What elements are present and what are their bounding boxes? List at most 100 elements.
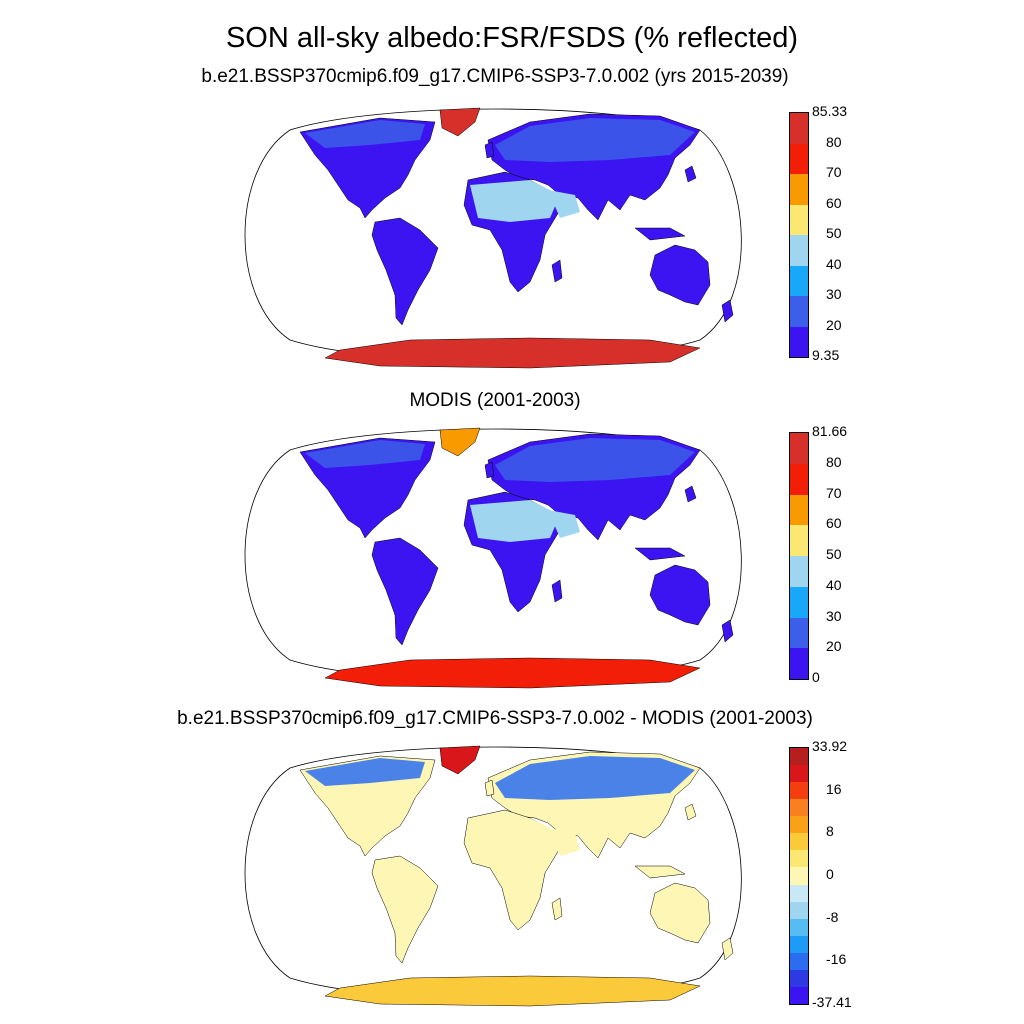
new-zealand [721,299,734,323]
colorbar-swatch [790,586,808,618]
colorbar-swatch [790,918,808,936]
colorbar-tick-label: 70 [826,484,842,501]
colorbar-tick-label: 50 [826,546,842,562]
colorbar-tick-label: 30 [826,607,842,624]
colorbar-swatch [790,884,808,902]
antarctica [324,657,701,689]
colorbar-panel-1 [789,112,809,358]
arabian-desert [548,510,580,538]
colorbar-tick-label: 85.33 [812,103,848,119]
indonesia [634,865,686,879]
colorbar-tick-label: 80 [826,133,842,150]
colorbar-tick-label: 70 [826,164,842,180]
colorbar-swatch [790,850,808,868]
colorbar-swatch [790,235,808,266]
sahara-desert [470,180,560,222]
colorbar-swatch [790,174,808,205]
map-panel-1 [244,107,742,369]
high-latitude-north-america [305,440,425,468]
high-latitude-eurasia [495,438,695,482]
colorbar-swatch [790,617,808,649]
indonesia [634,547,686,561]
colorbar-swatch [790,986,808,1004]
colorbar-tick-label: 16 [826,780,842,797]
high-latitude-north-america [305,120,425,148]
colorbar-tick-label: -37.41 [812,994,852,1010]
colorbar-tick-label: -16 [826,951,847,968]
arabian-desert [548,190,580,218]
new-zealand [721,619,734,643]
map-panel-2 [244,427,742,689]
indonesia [634,227,686,241]
arabian-desert [548,828,580,856]
colorbar-swatch [790,204,808,235]
colorbar-swatch [790,556,808,587]
colorbar-swatch [790,143,808,174]
sahara-desert [470,500,560,542]
high-latitude-eurasia [495,118,695,162]
colorbar-swatch [790,782,808,800]
colorbar-swatch [790,326,808,357]
great-britain [484,141,495,159]
colorbar-panel-3 [789,747,809,1005]
madagascar [551,897,563,921]
colorbar-tick-label: 60 [826,515,842,532]
colorbar-swatch [790,816,808,834]
sahara-desert [470,818,560,860]
great-britain [484,461,495,479]
colorbar-swatch [790,463,808,495]
colorbar-tick-label: 20 [826,316,842,333]
colorbar-tick-label: 50 [826,225,842,241]
colorbar-tick-label: 40 [826,255,842,272]
greenland [439,107,481,137]
madagascar [551,579,563,603]
map-panel-3 [244,745,742,1007]
south-america [371,855,439,964]
colorbar-tick-label: 33.92 [812,738,848,754]
colorbar-swatch [790,969,808,987]
colorbar-swatch [790,296,808,327]
colorbar-swatch [790,494,808,526]
colorbar-swatch [790,935,808,953]
colorbar-swatch [790,525,808,556]
colorbar-swatch [790,867,808,885]
panel-1-title: b.e21.BSSP370cmip6.f09_g17.CMIP6-SSP3-7.… [201,66,789,87]
colorbar-swatch [790,799,808,817]
south-america [371,537,439,646]
colorbar-swatch [790,748,808,766]
antarctica [324,337,701,369]
colorbar-swatch [790,833,808,851]
colorbar-tick-label: 20 [826,638,842,655]
colorbar-swatch [790,952,808,970]
colorbar-swatch [790,433,808,464]
greenland [439,427,481,457]
great-britain [484,779,495,797]
main-title: SON all-sky albedo:FSR/FSDS (% reflected… [225,22,799,54]
colorbar-tick-label: 60 [826,194,842,211]
colorbar-swatch [790,113,808,144]
madagascar [551,259,563,283]
colorbar-tick-label: 0 [812,669,820,685]
south-america [371,217,439,326]
colorbar-tick-label: 9.35 [812,347,840,363]
high-latitude-eurasia [495,756,695,800]
panel-3-title: b.e21.BSSP370cmip6.f09_g17.CMIP6-SSP3-7.… [177,708,813,729]
colorbar-panel-2 [789,432,809,680]
colorbar-swatch [790,901,808,919]
colorbar-swatch [790,765,808,783]
colorbar-swatch [790,648,808,679]
colorbar-tick-label: 40 [826,576,842,593]
australia [649,564,711,626]
high-latitude-north-america [305,758,425,786]
panel-2-title: MODIS (2001-2003) [409,390,581,411]
australia [649,244,711,306]
colorbar-tick-label: 81.66 [812,423,848,439]
japan [684,165,697,183]
colorbar-tick-label: -8 [826,908,839,925]
antarctica [324,975,701,1007]
japan [684,485,697,503]
colorbar-swatch [790,265,808,296]
colorbar-tick-label: 0 [826,866,834,882]
colorbar-tick-label: 8 [826,823,834,840]
new-zealand [721,937,734,961]
